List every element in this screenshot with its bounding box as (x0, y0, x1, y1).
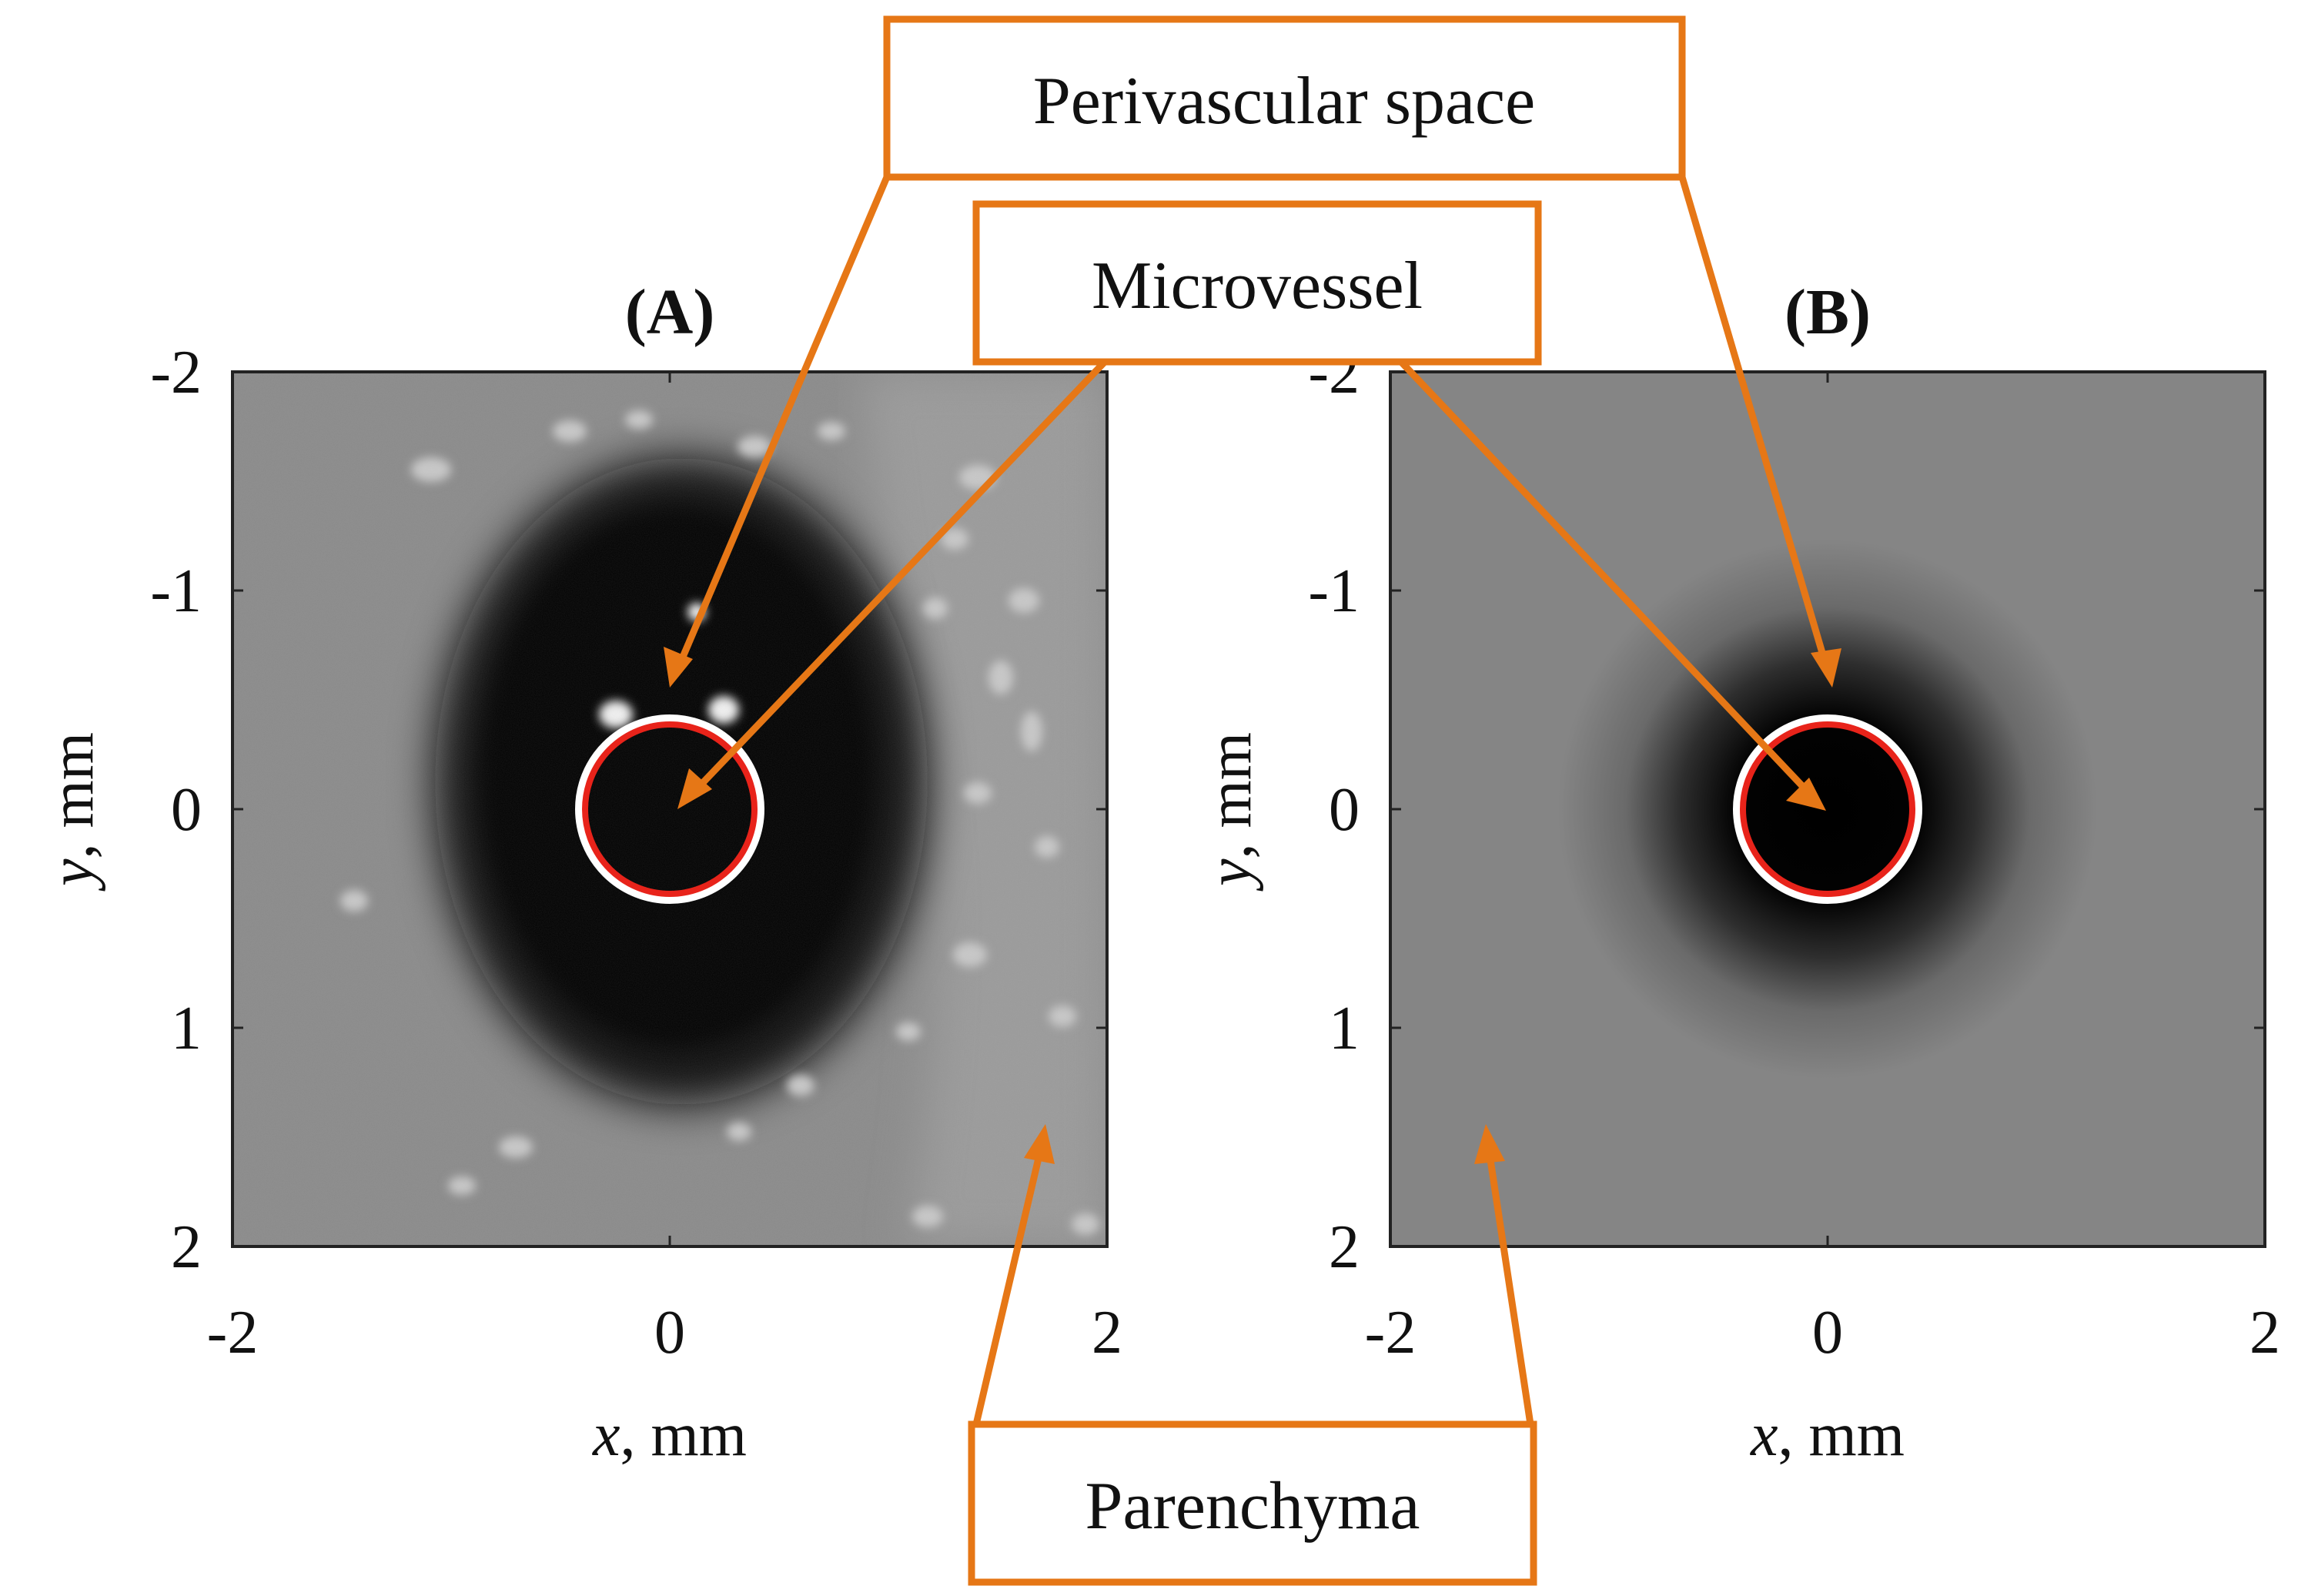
panel-a-microvessel-circle (575, 714, 764, 904)
panel-a: (A) (38, 276, 1122, 1469)
callout-perivascular-label: Perivascular space (1033, 64, 1535, 139)
panel-b: (B) -2 -1 0 1 2 -2 0 2 x, mm y, mm (1196, 276, 2280, 1469)
panel-a-image (232, 372, 1107, 1246)
callout-arrows (664, 176, 1841, 1426)
callout-microvessel-label: Microvessel (1092, 249, 1423, 323)
callout-parenchyma-label: Parenchyma (1085, 1469, 1420, 1544)
microvessel-arrow-a (694, 359, 1108, 792)
perivascular-arrow-a (677, 176, 891, 662)
panel-b-y-ticks: -2 -1 0 1 2 (1308, 339, 1360, 1281)
panel-a-ytick: -1 (150, 557, 202, 625)
callout-microvessel: Microvessel (972, 200, 1542, 366)
parenchyma-arrow-a (972, 1153, 1043, 1426)
panel-b-title: (B) (1785, 276, 1871, 348)
panel-a-y-ticks: -2 -1 0 1 2 (150, 339, 202, 1281)
arrowhead (677, 768, 712, 809)
panel-b-ytick: 1 (1329, 995, 1360, 1062)
panel-a-xtick: -2 (207, 1299, 259, 1367)
arrowhead (1024, 1124, 1055, 1164)
arrowhead (1474, 1124, 1505, 1164)
panel-b-image (1390, 372, 2265, 1246)
panel-a-ylabel: y, mm (38, 732, 106, 892)
panel-a-xlabel: x, mm (592, 1401, 747, 1469)
callout-perivascular: Perivascular space (883, 15, 1686, 181)
perivascular-arrow-b (1678, 176, 1828, 662)
arrowhead (1811, 648, 1841, 688)
panel-b-ytick: -1 (1308, 557, 1360, 625)
parenchyma-arrow-b (1486, 1154, 1534, 1425)
panel-a-ytick: 1 (171, 995, 202, 1062)
panel-b-xtick: 0 (1812, 1299, 1843, 1367)
callout-parenchyma: Parenchyma (968, 1420, 1537, 1586)
panel-a-ytick: -2 (150, 339, 202, 407)
panel-a-ytick: 2 (171, 1213, 202, 1281)
panel-b-xlabel: x, mm (1750, 1401, 1905, 1469)
panel-b-ylabel: y, mm (1196, 732, 1264, 892)
panel-a-xtick: 0 (654, 1299, 685, 1367)
panel-a-ytick: 0 (171, 776, 202, 844)
panel-b-microvessel-circle (1733, 714, 1922, 904)
panel-b-x-ticks: -2 0 2 (1365, 1299, 2280, 1367)
panel-b-ytick: 2 (1329, 1213, 1360, 1281)
panel-a-x-ticks: -2 0 2 (207, 1299, 1122, 1367)
arrowhead (1786, 778, 1826, 811)
panel-a-xtick: 2 (1092, 1299, 1122, 1367)
arrowhead (664, 647, 693, 688)
panel-b-xtick: 2 (2249, 1299, 2280, 1367)
microvessel-arrow-b (1398, 359, 1808, 792)
panel-a-title: (A) (625, 276, 715, 348)
panel-b-xtick: -2 (1365, 1299, 1417, 1367)
panel-b-ytick: 0 (1329, 776, 1360, 844)
